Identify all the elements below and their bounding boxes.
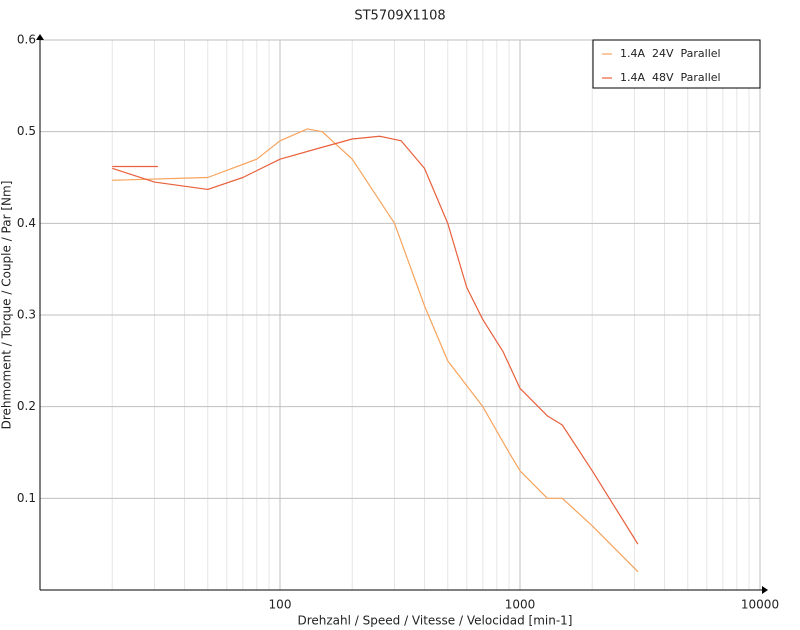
y-axis-arrow — [36, 34, 44, 40]
legend-box — [592, 39, 761, 89]
series-line — [112, 135, 639, 545]
x-tick-label: 1000 — [505, 598, 536, 612]
y-axis-label: Drehmoment / Torque / Couple / Par [Nm] — [0, 181, 14, 430]
y-tick-label: 0.1 — [17, 491, 36, 505]
y-tick-label: 0.3 — [17, 308, 36, 322]
series-line — [112, 128, 639, 573]
legend-label: 1.4A 48V Parallel — [620, 71, 721, 84]
legend-label: 1.4A 24V Parallel — [620, 47, 721, 60]
grid — [40, 39, 761, 590]
x-axis-arrow — [762, 586, 768, 594]
y-tick-label: 0.4 — [17, 216, 36, 230]
plot-area — [112, 128, 639, 573]
legend: 1.4A 24V Parallel 1.4A 48V Parallel — [592, 39, 761, 89]
x-tick-label: 10000 — [741, 598, 779, 612]
x-axis-label: Drehzahl / Speed / Vitesse / Velocidad [… — [297, 614, 572, 628]
y-tick-label: 0.6 — [17, 33, 36, 47]
x-tick-label: 100 — [269, 598, 292, 612]
y-tick-label: 0.5 — [17, 124, 36, 138]
chart-title: ST5709X1108 — [354, 9, 445, 24]
y-tick-label: 0.2 — [17, 399, 36, 413]
